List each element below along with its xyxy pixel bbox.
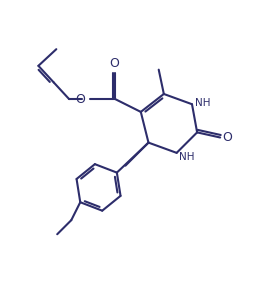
Text: O: O bbox=[75, 93, 85, 106]
Text: NH: NH bbox=[179, 152, 195, 162]
Text: O: O bbox=[110, 57, 119, 70]
Text: O: O bbox=[223, 131, 233, 144]
Text: NH: NH bbox=[195, 98, 211, 108]
